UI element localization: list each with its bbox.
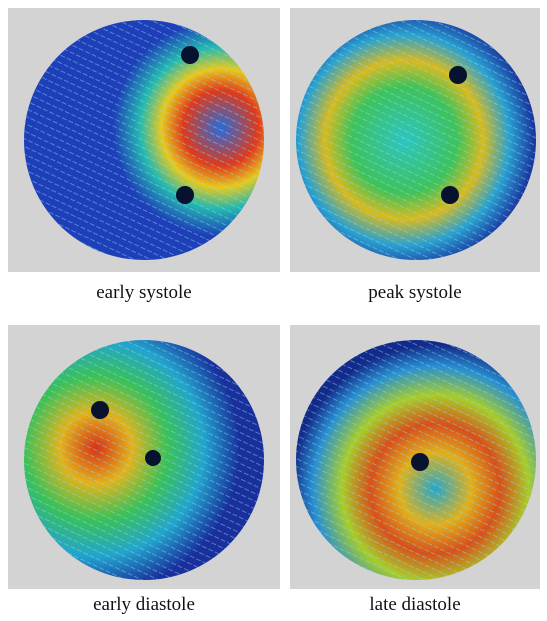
caption: late diastole	[285, 594, 545, 616]
vortex	[181, 46, 199, 64]
vortex	[145, 450, 161, 466]
vortex	[411, 453, 429, 471]
caption: peak systole	[285, 282, 545, 304]
caption: early diastole	[14, 594, 274, 616]
vortex	[449, 66, 467, 84]
vortex	[441, 186, 459, 204]
vortex	[176, 186, 194, 204]
panel-4	[290, 325, 540, 589]
vector-overlay	[24, 340, 264, 580]
vector-overlay	[24, 20, 264, 260]
page: {"panels": [ {"caption": "early systole"…	[0, 0, 547, 621]
figure	[0, 0, 547, 621]
panel-2	[290, 8, 540, 272]
vortex	[91, 401, 109, 419]
vector-overlay	[296, 20, 536, 260]
panel-3	[8, 325, 280, 589]
panel-1	[8, 8, 280, 272]
caption: early systole	[14, 282, 274, 304]
